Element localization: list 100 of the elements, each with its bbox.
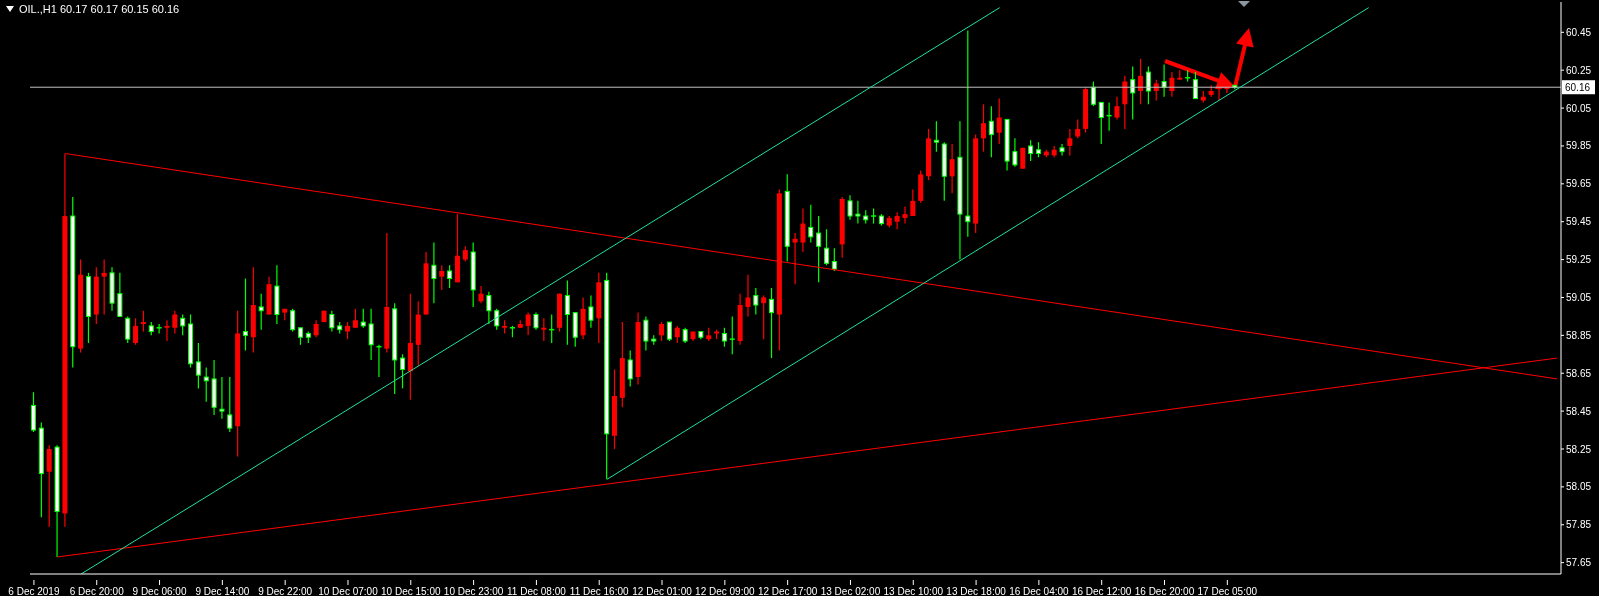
candlestick <box>564 279 570 346</box>
candlestick <box>400 353 406 389</box>
y-tick-label: 60.25 <box>1566 64 1592 76</box>
candlestick <box>156 323 162 335</box>
candlestick <box>721 327 727 348</box>
y-tick-label: 59.65 <box>1566 178 1592 190</box>
x-tick-label: 6 Dec 2019 <box>8 586 60 596</box>
y-tick-label: 59.45 <box>1566 216 1592 228</box>
x-tick-label: 11 Dec 08:00 <box>507 586 567 596</box>
candlestick <box>368 308 374 361</box>
candlestick <box>258 293 264 331</box>
candlestick <box>486 291 492 325</box>
y-tick-label: 58.45 <box>1566 405 1592 417</box>
candlestick <box>745 274 751 318</box>
candlestick <box>1122 75 1128 130</box>
candlestick <box>1075 118 1081 139</box>
candlestick <box>588 294 594 329</box>
candlestick <box>933 120 939 153</box>
x-tick-label: 9 Dec 22:00 <box>258 586 313 596</box>
candlestick <box>902 205 908 225</box>
candlestick <box>1028 139 1034 162</box>
candlestick <box>1067 128 1073 157</box>
x-tick-label: 12 Dec 01:00 <box>632 586 693 596</box>
candlestick <box>227 376 233 433</box>
candlestick <box>643 315 649 352</box>
candlestick <box>831 247 837 272</box>
candlestick <box>800 207 806 253</box>
y-tick-label: 59.05 <box>1566 292 1592 304</box>
candlestick <box>352 308 358 329</box>
y-tick-label: 58.85 <box>1566 329 1592 341</box>
candlestick <box>1192 71 1198 100</box>
candlestick <box>981 103 987 153</box>
y-tick-label: 60.05 <box>1566 102 1592 114</box>
candlestick <box>525 312 531 336</box>
candlestick <box>666 321 672 342</box>
y-tick-label: 58.05 <box>1566 481 1592 493</box>
x-tick-label: 13 Dec 02:00 <box>820 586 881 596</box>
candlestick <box>1161 63 1167 98</box>
x-tick-label: 9 Dec 06:00 <box>132 586 187 596</box>
candlestick <box>195 342 201 389</box>
y-tick-label: 59.85 <box>1566 140 1592 152</box>
candlestick <box>910 188 916 217</box>
candlestick <box>1153 79 1159 102</box>
candlestick <box>541 317 547 342</box>
x-tick-label: 11 Dec 16:00 <box>569 586 630 596</box>
x-tick-label: 9 Dec 14:00 <box>195 586 250 596</box>
y-tick-label: 57.85 <box>1566 519 1592 531</box>
chart-title: OIL.,H1 60.17 60.17 60.15 60.16 <box>19 3 180 15</box>
y-tick-label: 58.25 <box>1566 443 1592 455</box>
x-tick-label: 12 Dec 09:00 <box>695 586 756 596</box>
y-tick-label: 59.25 <box>1566 254 1592 266</box>
candlestick <box>242 277 248 352</box>
x-tick-label: 12 Dec 17:00 <box>757 586 818 596</box>
candlestick <box>847 194 853 221</box>
candlestick <box>447 264 453 289</box>
candlestick <box>140 310 146 333</box>
candlestick <box>808 204 814 244</box>
y-tick-label: 58.65 <box>1566 367 1592 379</box>
candlestick <box>1130 65 1136 121</box>
y-tick-label: 57.65 <box>1566 557 1592 569</box>
x-tick-label: 16 Dec 04:00 <box>1009 586 1070 596</box>
candlestick <box>894 211 900 230</box>
candlestick <box>478 285 484 304</box>
candlestick <box>659 321 665 342</box>
candlestick <box>823 228 829 266</box>
x-tick-label: 17 Dec 05:00 <box>1197 586 1258 596</box>
x-tick-label: 6 Dec 20:00 <box>69 586 125 596</box>
candlestick <box>965 29 971 238</box>
candlestick <box>816 215 822 283</box>
candlestick <box>996 98 1002 145</box>
x-tick-label: 16 Dec 20:00 <box>1134 586 1195 596</box>
candlestick <box>125 315 131 344</box>
candlestick <box>101 258 107 316</box>
candlestick <box>117 272 123 318</box>
candlestick <box>729 315 735 355</box>
candlestick <box>439 264 445 291</box>
candlestick <box>1098 101 1104 145</box>
candlestick <box>753 287 759 316</box>
candlestick <box>1114 96 1120 121</box>
x-tick-label: 10 Dec 07:00 <box>318 586 379 596</box>
x-tick-label: 10 Dec 23:00 <box>443 586 504 596</box>
candlestick <box>1090 80 1096 107</box>
x-tick-label: 13 Dec 18:00 <box>946 586 1007 596</box>
candlestick <box>290 308 296 333</box>
candlestick <box>761 294 767 340</box>
candlestick <box>988 105 994 158</box>
candlestick <box>133 317 139 346</box>
ref-line-label: 60.16 <box>1565 82 1591 94</box>
candlestick <box>1145 65 1151 105</box>
candlestick <box>627 349 633 388</box>
candlestick <box>431 241 437 304</box>
x-tick-label: 13 Dec 10:00 <box>883 586 944 596</box>
candlestick <box>1169 71 1175 98</box>
candlestick <box>1138 58 1144 105</box>
x-tick-label: 10 Dec 15:00 <box>381 586 441 596</box>
candlestick <box>203 366 209 403</box>
candlestick <box>180 313 186 336</box>
candlestick <box>329 310 335 333</box>
candlestick <box>949 143 955 194</box>
candlestick <box>172 310 178 335</box>
